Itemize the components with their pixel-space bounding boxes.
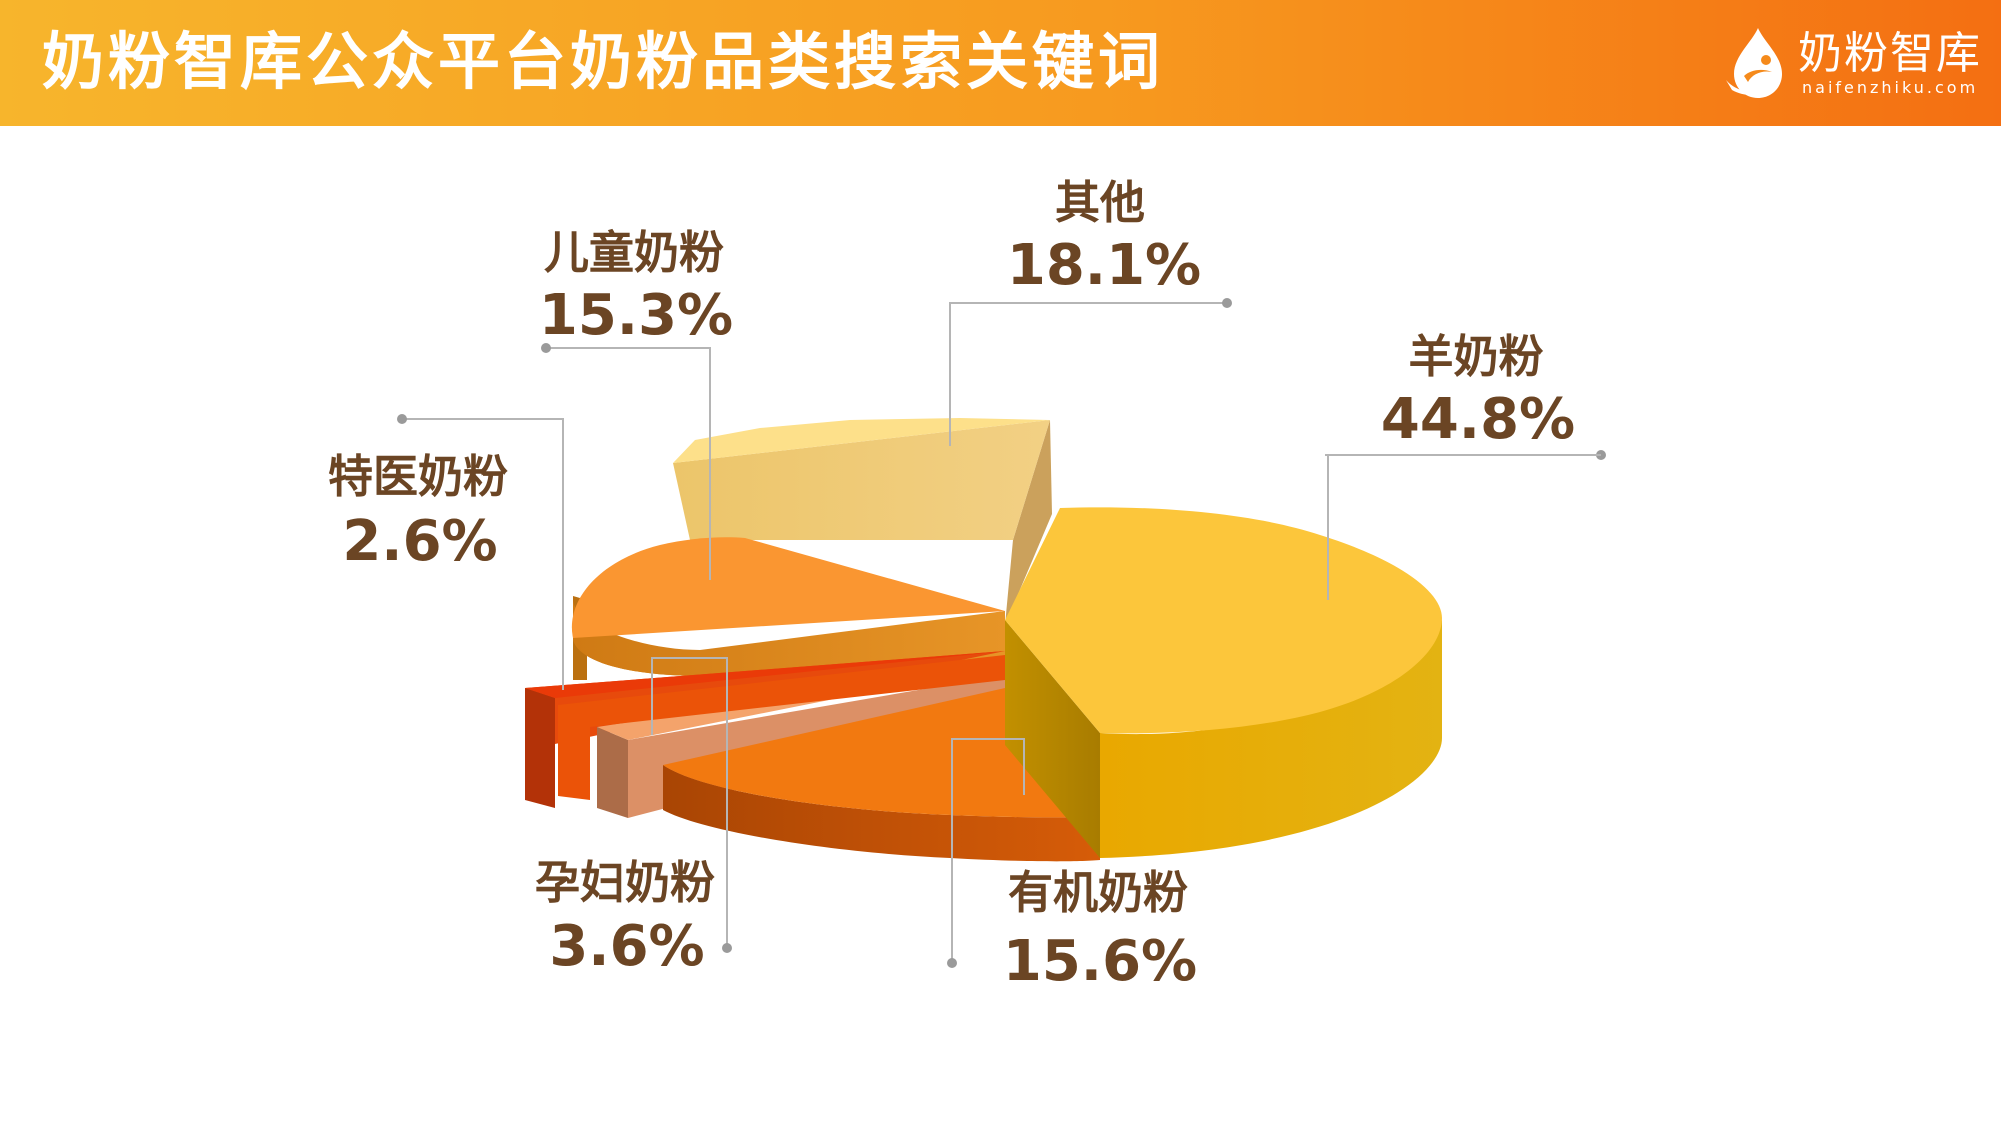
brand-logo: 奶粉智库 naifenzhiku.com: [1722, 26, 1982, 106]
label-goat-name: 羊奶粉: [1408, 330, 1543, 383]
label-medical-value: 2.6%: [342, 509, 497, 574]
header-banner: 奶粉智库公众平台奶粉品类搜索关键词 奶粉智库 naifenzhiku.com: [0, 0, 2001, 126]
slice-other: [673, 418, 1052, 625]
slice-medical-side: [558, 655, 1005, 800]
milk-drop-logo-icon: [1726, 28, 1782, 98]
label-children-name: 儿童奶粉: [544, 226, 724, 279]
label-pregnant-name: 孕妇奶粉: [535, 856, 715, 909]
label-goat-value: 44.8%: [1381, 387, 1575, 452]
logo-name: 奶粉智库: [1798, 28, 1982, 79]
slice-goat: [1005, 507, 1442, 858]
logo-url: naifenzhiku.com: [1802, 78, 1979, 97]
label-pregnant-value: 3.6%: [549, 914, 704, 979]
page-title: 奶粉智库公众平台奶粉品类搜索关键词: [42, 25, 1165, 98]
slice-medical: [525, 651, 1005, 808]
label-other-value: 18.1%: [1007, 233, 1201, 298]
slice-organic: [663, 688, 1100, 862]
label-organic-name: 有机奶粉: [1008, 866, 1188, 919]
label-medical-name: 特医奶粉: [328, 450, 508, 503]
leader-lines: [402, 302, 1329, 963]
leader-dots: [397, 298, 1606, 968]
label-organic-value: 15.6%: [1003, 929, 1197, 994]
label-children-value: 15.3%: [539, 283, 733, 348]
label-other-name: 其他: [1055, 176, 1145, 229]
